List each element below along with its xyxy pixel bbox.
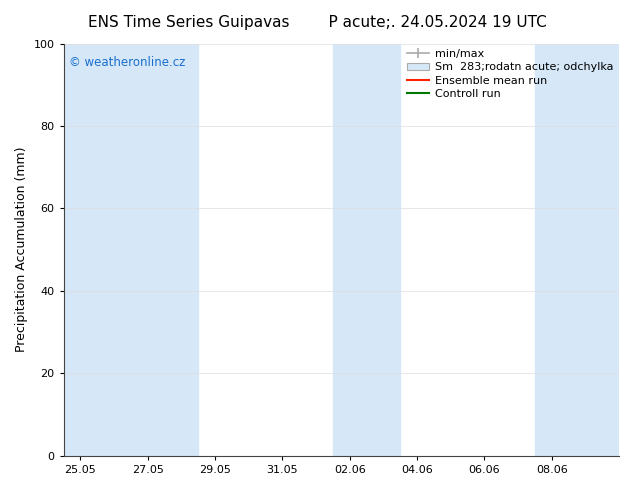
Y-axis label: Precipitation Accumulation (mm): Precipitation Accumulation (mm) [15, 147, 28, 352]
Text: ENS Time Series Guipavas        P acute;. 24.05.2024 19 UTC: ENS Time Series Guipavas P acute;. 24.05… [87, 15, 547, 30]
Text: © weatheronline.cz: © weatheronline.cz [69, 56, 186, 69]
Bar [333, 44, 400, 456]
Bar [63, 44, 131, 456]
Bar [535, 44, 619, 456]
Legend: min/max, Sm  283;rodatn acute; odchylka, Ensemble mean run, Controll run: min/max, Sm 283;rodatn acute; odchylka, … [403, 45, 618, 103]
Bar [131, 44, 198, 456]
